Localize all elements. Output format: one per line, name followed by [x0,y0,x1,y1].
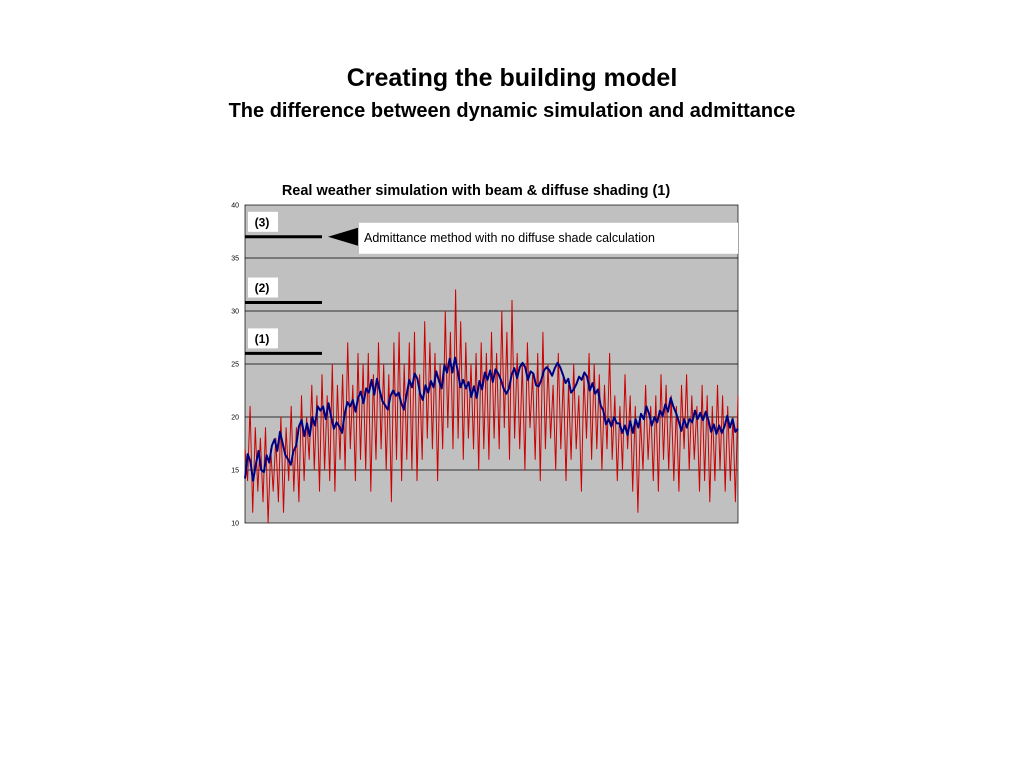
reference-label-3: (1) [255,332,270,346]
reference-label-box-1 [248,211,278,232]
series-line-1 [244,289,739,524]
callout-text: Admittance method with no diffuse shade … [364,231,655,245]
y-tick-label: 35 [231,256,239,263]
y-tick-label: 30 [231,309,239,316]
reference-label-box-2 [248,277,278,298]
chart-title: Real weather simulation with beam & diff… [282,183,671,199]
y-tick-labels: 10 15 20 25 30 35 40 [231,203,239,528]
series-line-2 [244,356,739,482]
slide-title: Creating the building model [346,64,678,92]
y-tick-label: 40 [231,203,239,210]
series-lines [244,289,739,524]
callout-arrow-icon [328,227,358,246]
callout-box [359,222,738,254]
reference-label-2: (2) [255,281,270,295]
y-tick-label: 20 [231,415,239,422]
reference-label-box-3 [248,328,278,349]
y-tick-label: 15 [231,468,239,475]
reference-label-1: (3) [255,215,270,229]
y-tick-label: 25 [231,362,239,369]
annotations: (3) (2) (1) Admittance method with no diffu… [245,211,738,355]
slide-subtitle: The difference between dynamic simulatio… [228,100,796,122]
y-tick-label: 10 [231,521,239,528]
